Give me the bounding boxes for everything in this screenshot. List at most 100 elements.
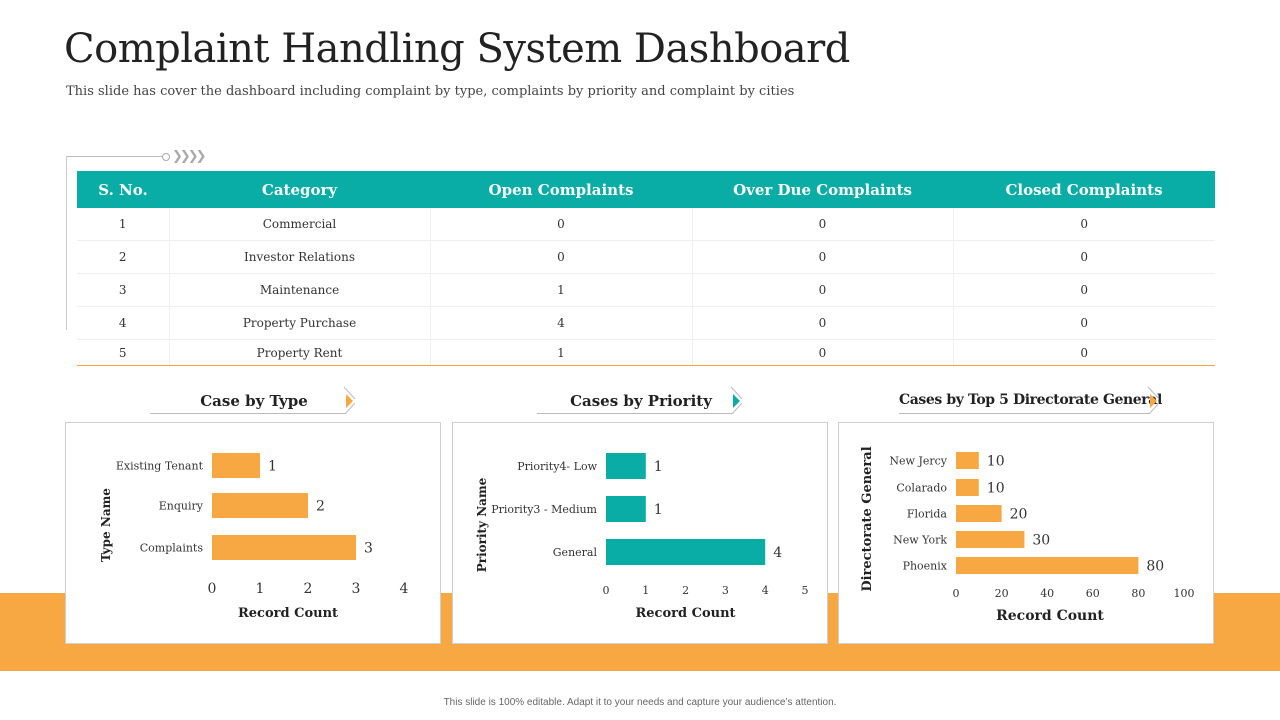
chevrons-icon: ❯❯❯❯ bbox=[172, 149, 207, 164]
table-cell: 0 bbox=[692, 208, 954, 241]
table-cell: 0 bbox=[430, 208, 693, 241]
tick-label: 1 bbox=[642, 584, 649, 597]
case-by-type-chart: Existing Tenant 1 Enquiry 2 Complaints 3 0 1 2 3 4… bbox=[99, 453, 409, 621]
chart-panel-cases-by-priority: Priority4- Low 1 Priority3 - Medium 1 Genera… bbox=[452, 422, 828, 644]
y-axis-label: Type Name bbox=[99, 488, 113, 562]
column-header: Closed Complaints bbox=[953, 171, 1215, 208]
category-label: Phoenix bbox=[903, 560, 948, 573]
bar bbox=[956, 452, 979, 469]
complaints-table: S. No. Category Open Complaints Over Due… bbox=[77, 171, 1215, 366]
table-cell: Investor Relations bbox=[169, 240, 431, 274]
table-cell: 1 bbox=[430, 339, 693, 366]
tick-label: 0 bbox=[603, 584, 610, 597]
table-cell: 3 bbox=[77, 273, 170, 307]
table-row: 1 Commercial 0 0 0 bbox=[77, 208, 1215, 241]
table-header-row: S. No. Category Open Complaints Over Due… bbox=[77, 171, 1215, 208]
section-title-cases-by-priority: Cases by Priority bbox=[570, 392, 712, 410]
table-row: 5 Property Rent 1 0 0 bbox=[77, 339, 1215, 366]
table-cell: 1 bbox=[77, 208, 170, 241]
table-cell: 0 bbox=[692, 240, 954, 274]
table-cell: 0 bbox=[953, 273, 1215, 307]
table-cell: 0 bbox=[953, 240, 1215, 274]
bar bbox=[606, 496, 646, 522]
tick-label: 80 bbox=[1131, 587, 1145, 600]
decorative-line bbox=[66, 156, 166, 157]
decorative-dot bbox=[162, 153, 170, 161]
tick-label: 4 bbox=[400, 581, 409, 597]
bar bbox=[956, 505, 1002, 522]
bar bbox=[956, 557, 1139, 574]
tick-label: 40 bbox=[1040, 587, 1054, 600]
bar bbox=[606, 539, 766, 565]
bar bbox=[212, 453, 260, 478]
data-label: 10 bbox=[987, 481, 1005, 497]
category-label: Enquiry bbox=[159, 500, 204, 513]
data-label: 1 bbox=[268, 459, 277, 475]
section-underline bbox=[537, 413, 733, 414]
table-cell: 0 bbox=[953, 208, 1215, 241]
table-row: 2 Investor Relations 0 0 0 bbox=[77, 240, 1215, 274]
arrow-icon bbox=[343, 386, 355, 414]
table-cell: 0 bbox=[692, 339, 954, 366]
table-cell: Property Rent bbox=[169, 339, 431, 366]
category-label: Complaints bbox=[140, 542, 204, 555]
footer-note: This slide is 100% editable. Adapt it to… bbox=[443, 697, 837, 708]
x-axis-label: Record Count bbox=[635, 606, 735, 621]
chart-panel-cases-by-directorate: New Jercy 10 Colarado 10 Florida 20 New York 30… bbox=[838, 422, 1214, 644]
tick-label: 0 bbox=[953, 587, 960, 600]
bar bbox=[212, 535, 356, 560]
data-label: 1 bbox=[654, 502, 663, 518]
cases-by-priority-chart: Priority4- Low 1 Priority3 - Medium 1 Genera… bbox=[475, 453, 809, 621]
x-axis-label: Record Count bbox=[238, 606, 338, 621]
section-underline bbox=[899, 413, 1149, 414]
table-cell: 5 bbox=[77, 339, 170, 366]
data-label: 2 bbox=[316, 499, 325, 515]
arrow-icon bbox=[1147, 386, 1159, 414]
table-cell: 1 bbox=[430, 273, 693, 307]
category-label: Colarado bbox=[896, 482, 947, 495]
category-label: Priority3 - Medium bbox=[491, 503, 597, 516]
category-label: Existing Tenant bbox=[116, 460, 204, 473]
data-label: 4 bbox=[773, 545, 782, 561]
table-cell: 0 bbox=[430, 240, 693, 274]
table-cell: Maintenance bbox=[169, 273, 431, 307]
page-subtitle: This slide has cover the dashboard inclu… bbox=[66, 84, 795, 99]
table-cell: 0 bbox=[953, 306, 1215, 340]
bar bbox=[606, 453, 646, 479]
table-cell: 2 bbox=[77, 240, 170, 274]
table-cell: 4 bbox=[77, 306, 170, 340]
tick-label: 1 bbox=[256, 581, 265, 597]
x-axis-label: Record Count bbox=[996, 608, 1104, 624]
y-axis-label: Priority Name bbox=[475, 477, 489, 572]
table-cell: 0 bbox=[953, 339, 1215, 366]
table-cell: Commercial bbox=[169, 208, 431, 241]
column-header: Category bbox=[169, 171, 430, 208]
arrow-icon bbox=[730, 386, 742, 414]
tick-label: 3 bbox=[352, 581, 361, 597]
tick-label: 4 bbox=[762, 584, 769, 597]
decorative-line bbox=[66, 156, 67, 330]
column-header: Open Complaints bbox=[430, 171, 692, 208]
table-cell: Property Purchase bbox=[169, 306, 431, 340]
tick-label: 60 bbox=[1086, 587, 1100, 600]
data-label: 10 bbox=[987, 454, 1005, 470]
table-row: 3 Maintenance 1 0 0 bbox=[77, 273, 1215, 307]
category-label: New York bbox=[893, 534, 947, 547]
tick-label: 100 bbox=[1174, 587, 1195, 600]
column-header: Over Due Complaints bbox=[692, 171, 953, 208]
chart-panel-case-by-type: Existing Tenant 1 Enquiry 2 Complaints 3 0 1 2 3 4… bbox=[65, 422, 441, 644]
category-label: New Jercy bbox=[889, 455, 947, 468]
section-underline bbox=[150, 413, 346, 414]
table-cell: 0 bbox=[692, 306, 954, 340]
section-title-cases-by-directorate: Cases by Top 5 Directorate General bbox=[899, 392, 1162, 408]
column-header: S. No. bbox=[77, 171, 169, 208]
bar bbox=[956, 531, 1025, 548]
data-label: 30 bbox=[1032, 533, 1050, 549]
table-row: 4 Property Purchase 4 0 0 bbox=[77, 306, 1215, 340]
tick-label: 0 bbox=[208, 581, 217, 597]
bar bbox=[212, 493, 308, 518]
data-label: 1 bbox=[654, 459, 663, 475]
y-axis-label: Directorate General bbox=[860, 446, 875, 591]
cases-by-directorate-chart: New Jercy 10 Colarado 10 Florida 20 New York 30… bbox=[860, 446, 1195, 624]
data-label: 80 bbox=[1146, 559, 1164, 575]
